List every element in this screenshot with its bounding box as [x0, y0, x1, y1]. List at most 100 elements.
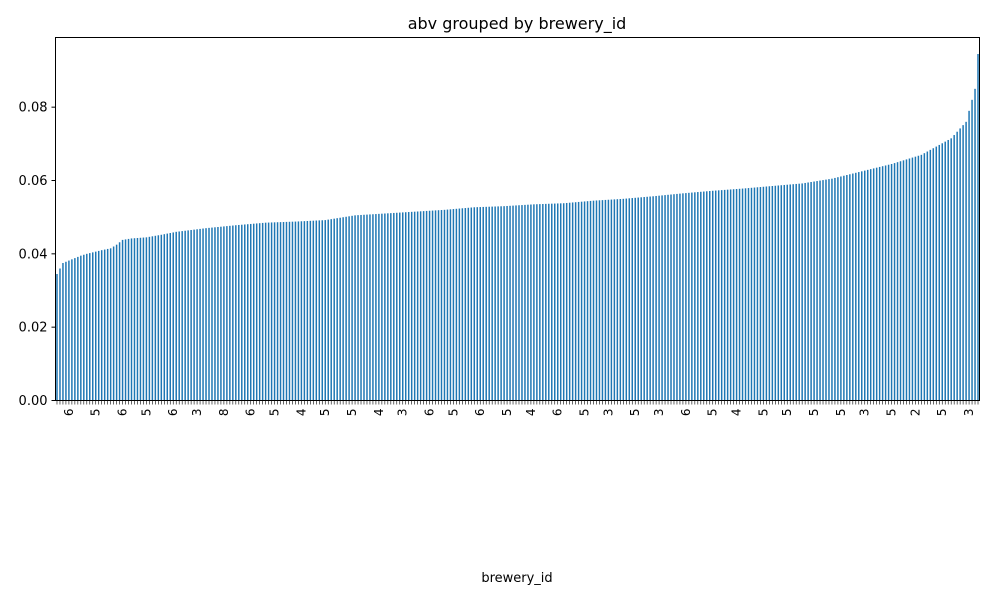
y-tick-label: 0.00 — [19, 394, 48, 409]
bar — [238, 224, 240, 401]
bar — [387, 213, 389, 401]
bar — [151, 236, 154, 401]
bar — [554, 203, 556, 401]
bar — [160, 234, 163, 401]
bar — [124, 239, 127, 401]
x-tick-label: 3 — [190, 409, 204, 417]
bar — [71, 259, 73, 401]
y-tick-label: 0.06 — [19, 174, 48, 189]
bar — [899, 161, 902, 401]
bar — [330, 219, 332, 401]
bar — [360, 214, 362, 401]
bar — [506, 205, 508, 401]
bar — [556, 203, 559, 401]
bar — [482, 206, 484, 401]
bar — [750, 187, 753, 401]
bar — [428, 210, 431, 401]
bar — [381, 213, 383, 401]
bar — [703, 191, 705, 401]
x-tick-label: 5 — [446, 409, 460, 417]
bar — [396, 212, 398, 401]
bar — [142, 237, 145, 401]
bar — [807, 182, 809, 401]
bar — [229, 225, 231, 401]
bar — [643, 197, 645, 401]
bar — [244, 224, 246, 401]
bar — [154, 235, 157, 401]
bar — [968, 110, 970, 401]
bar — [932, 148, 935, 401]
bar — [744, 188, 747, 401]
bar — [944, 141, 946, 401]
bar — [181, 231, 183, 401]
x-tick-label: 5 — [706, 409, 720, 417]
x-tick-label: 3 — [396, 409, 410, 417]
bar — [583, 201, 586, 401]
bar — [184, 230, 186, 401]
bar — [190, 230, 192, 401]
bar — [589, 200, 592, 401]
bar — [488, 206, 490, 401]
bar — [303, 221, 306, 401]
chart-title: abv grouped by brewery_id — [408, 14, 627, 34]
bar-series — [56, 54, 979, 401]
bar — [905, 159, 908, 401]
x-tick-label: 6 — [244, 409, 258, 417]
bar — [518, 205, 520, 401]
bar — [74, 258, 76, 401]
bar — [920, 154, 923, 401]
bar — [354, 215, 356, 401]
bar — [875, 167, 878, 401]
x-tick-label: 5 — [935, 409, 949, 417]
x-tick-label: 3 — [962, 409, 976, 417]
bar — [893, 163, 896, 401]
bar — [470, 207, 473, 401]
bar — [100, 250, 103, 401]
x-tick-label: 4 — [524, 409, 538, 417]
bar — [461, 208, 464, 401]
bar — [390, 213, 392, 401]
bar — [422, 211, 425, 401]
bar — [467, 207, 470, 401]
bar — [747, 188, 750, 401]
bar — [559, 203, 562, 401]
bar — [577, 201, 580, 401]
x-tick-label: 3 — [652, 409, 666, 417]
x-tick-label: 5 — [807, 409, 821, 417]
bar — [804, 182, 806, 401]
x-tick-label: 6 — [679, 409, 693, 417]
bar — [324, 220, 326, 401]
bar — [103, 249, 106, 401]
bar — [404, 212, 407, 401]
bar — [831, 178, 833, 401]
bar — [902, 160, 905, 401]
bar — [834, 177, 836, 401]
bar — [542, 204, 544, 401]
bar — [211, 227, 213, 401]
bar — [691, 192, 693, 401]
bar — [780, 185, 783, 401]
bar — [798, 183, 800, 401]
bar — [369, 214, 371, 401]
bar — [825, 179, 827, 401]
bar — [670, 194, 672, 401]
bar — [923, 153, 926, 401]
bar — [777, 185, 780, 401]
x-axis-label: brewery_id — [481, 571, 552, 586]
bar — [792, 184, 794, 401]
bar — [634, 197, 636, 401]
bar — [625, 198, 628, 401]
bar — [914, 156, 917, 401]
bar — [896, 162, 899, 401]
bar — [539, 204, 541, 401]
bar — [318, 220, 321, 401]
bar — [193, 229, 195, 401]
bar — [759, 187, 762, 401]
bar — [971, 99, 973, 401]
bar — [846, 175, 848, 401]
y-tick-label: 0.08 — [19, 101, 48, 116]
bar — [309, 220, 312, 401]
bar — [562, 203, 565, 401]
bar — [416, 211, 419, 401]
y-axis: 0.00 0.02 0.04 0.06 0.08 — [19, 101, 56, 409]
